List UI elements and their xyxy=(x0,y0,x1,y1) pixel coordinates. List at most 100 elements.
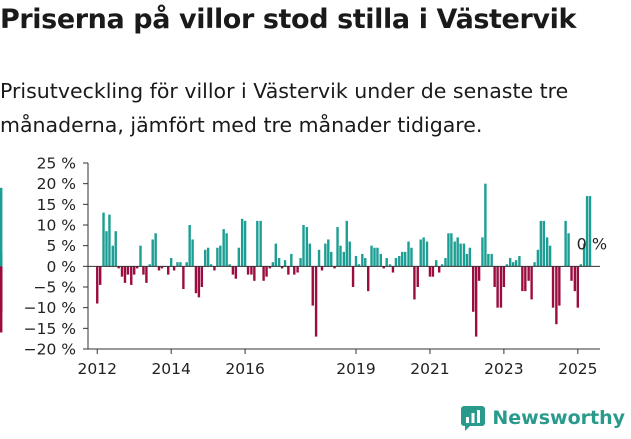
bar xyxy=(250,266,253,275)
bar xyxy=(579,264,582,267)
bar xyxy=(391,266,395,273)
bar xyxy=(237,247,241,267)
bar xyxy=(576,266,580,308)
bar xyxy=(514,260,518,267)
bar xyxy=(333,266,336,269)
bar xyxy=(435,260,438,267)
bar xyxy=(0,266,3,312)
bar xyxy=(169,258,173,267)
bar xyxy=(558,266,561,306)
bar xyxy=(317,249,321,267)
x-tick-label: 2025 xyxy=(558,360,597,378)
bar xyxy=(472,266,475,312)
bar xyxy=(407,241,410,267)
x-tick-label: 2023 xyxy=(484,360,523,378)
y-tick-label: 25 % xyxy=(37,155,76,173)
bar xyxy=(308,243,312,267)
bar xyxy=(564,220,567,267)
bar xyxy=(459,243,462,267)
bar xyxy=(160,266,164,269)
bar xyxy=(324,243,327,267)
bar xyxy=(320,266,324,271)
bar xyxy=(240,218,244,267)
bar xyxy=(111,245,114,267)
bar xyxy=(194,266,198,294)
bar xyxy=(521,266,524,292)
bar xyxy=(290,253,293,267)
bar xyxy=(135,266,139,269)
bar xyxy=(145,266,148,283)
latest-value-label: 0 % xyxy=(577,234,607,253)
bar xyxy=(188,225,191,267)
bar xyxy=(299,258,302,267)
bar xyxy=(222,229,225,267)
bar xyxy=(367,266,370,292)
bar xyxy=(274,243,277,267)
bar xyxy=(293,266,296,275)
bar xyxy=(259,220,262,267)
bar xyxy=(403,251,407,267)
bar xyxy=(382,266,385,269)
bar xyxy=(499,266,503,308)
bar xyxy=(354,256,358,267)
bar xyxy=(487,253,490,267)
bar xyxy=(148,264,151,267)
bar xyxy=(388,264,392,267)
y-tick-label: −10 % xyxy=(24,299,76,317)
bar xyxy=(542,220,546,267)
bar xyxy=(465,253,469,267)
bar xyxy=(462,243,466,267)
bar xyxy=(493,266,496,287)
bar xyxy=(481,237,484,267)
bar xyxy=(336,227,339,267)
y-tick-label: −5 % xyxy=(33,279,76,297)
bar xyxy=(96,266,99,304)
bar xyxy=(225,233,228,267)
bar xyxy=(536,249,540,267)
bar xyxy=(496,266,499,308)
y-tick-label: 15 % xyxy=(37,196,76,214)
bar xyxy=(545,237,549,267)
bar xyxy=(296,266,299,273)
bar xyxy=(102,212,105,267)
bar xyxy=(477,266,481,281)
bar xyxy=(191,239,194,267)
bar xyxy=(527,266,530,281)
bar xyxy=(262,266,265,281)
bar xyxy=(154,233,157,267)
bar xyxy=(185,262,188,267)
bar xyxy=(351,266,355,287)
bar xyxy=(157,266,161,271)
bar xyxy=(376,247,379,267)
bar xyxy=(287,266,290,275)
bar xyxy=(348,241,351,267)
bar xyxy=(108,214,111,267)
bar xyxy=(456,237,459,267)
y-tick-label: 0 % xyxy=(46,258,76,276)
bar xyxy=(280,266,284,269)
bar xyxy=(206,247,210,267)
newsworthy-icon xyxy=(461,406,486,431)
bar xyxy=(228,264,231,267)
bar xyxy=(416,266,419,287)
bar-chart: −20 % −15 % −10 % −5 % 0 % 5 % 10 % 15 % 20 % 25 … xyxy=(0,155,607,378)
bar xyxy=(422,237,425,267)
bar xyxy=(508,258,512,267)
y-tick-label: 5 % xyxy=(46,237,76,255)
bar xyxy=(277,258,281,267)
bar xyxy=(339,245,342,267)
x-tick-label: 2012 xyxy=(78,360,117,378)
bar xyxy=(530,266,533,300)
bar xyxy=(176,262,179,267)
bar xyxy=(450,233,453,267)
bar xyxy=(314,266,318,337)
bar xyxy=(305,227,309,267)
bar xyxy=(253,266,256,281)
bar xyxy=(283,260,287,267)
bar xyxy=(114,231,117,267)
bar xyxy=(0,187,3,267)
y-tick-label: −15 % xyxy=(24,320,76,338)
bar xyxy=(167,266,170,275)
bar xyxy=(265,266,268,277)
bar xyxy=(311,266,314,306)
